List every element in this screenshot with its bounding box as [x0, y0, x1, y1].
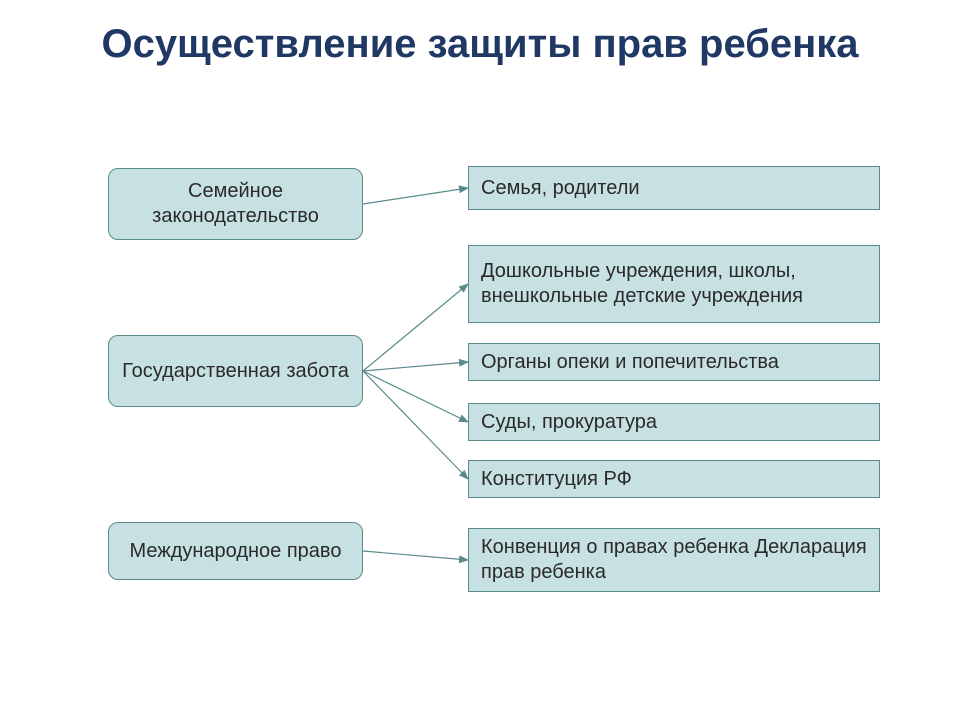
node-label: Конвенция о правах ребенка Декларация пр…	[481, 535, 867, 585]
arrow-L1-R1	[363, 188, 468, 204]
node-R4: Суды, прокуратура	[468, 403, 880, 441]
arrow-L2-R2	[363, 284, 468, 371]
arrow-L2-R5	[363, 371, 468, 479]
arrow-L2-R3	[363, 362, 468, 371]
node-R5: Конституция РФ	[468, 460, 880, 498]
slide-title: Осуществление защиты прав ребенка	[0, 20, 960, 68]
node-L2: Государственная забота	[108, 335, 363, 407]
node-L3: Международное право	[108, 522, 363, 580]
node-L1: Семейное законодательство	[108, 168, 363, 240]
node-label: Дошкольные учреждения, школы, внешкольны…	[481, 259, 867, 309]
node-label: Семья, родители	[481, 176, 640, 201]
node-label: Конституция РФ	[481, 467, 632, 492]
node-label: Семейное законодательство	[121, 179, 350, 229]
node-label: Международное право	[130, 539, 342, 564]
node-label: Суды, прокуратура	[481, 410, 657, 435]
arrow-L3-R6	[363, 551, 468, 560]
node-R1: Семья, родители	[468, 166, 880, 210]
node-label: Органы опеки и попечительства	[481, 350, 779, 375]
node-R6: Конвенция о правах ребенка Декларация пр…	[468, 528, 880, 592]
node-R3: Органы опеки и попечительства	[468, 343, 880, 381]
arrow-L2-R4	[363, 371, 468, 422]
node-label: Государственная забота	[122, 359, 349, 384]
node-R2: Дошкольные учреждения, школы, внешкольны…	[468, 245, 880, 323]
